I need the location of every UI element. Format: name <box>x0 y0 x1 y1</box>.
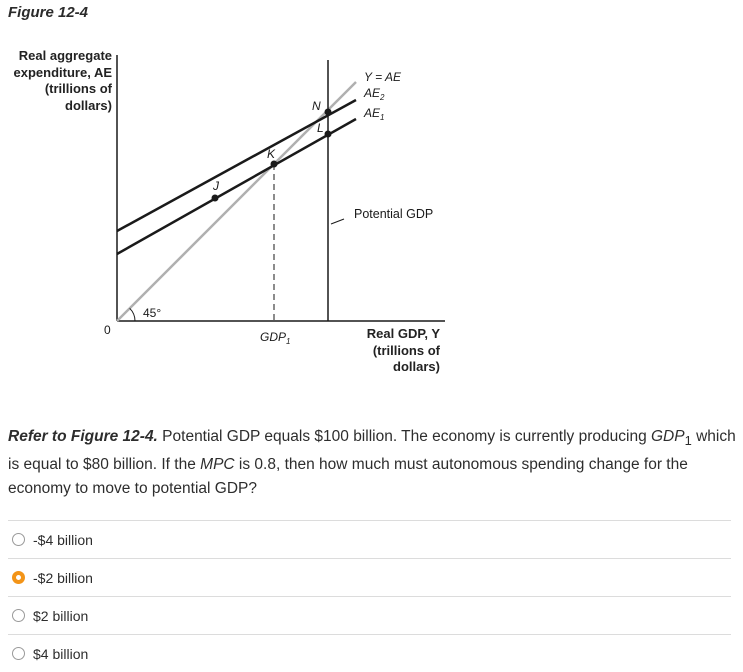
question-figure-ref: Refer to Figure 12-4. <box>8 428 158 445</box>
answer-option-2[interactable]: -$2 billion <box>8 558 731 596</box>
potential-gdp-leader <box>330 218 345 225</box>
question-gdp-symbol: GDP <box>651 428 685 445</box>
answer-option-1[interactable]: -$4 billion <box>8 520 731 558</box>
point-j <box>211 194 219 202</box>
line-45-degree <box>116 81 357 322</box>
point-n <box>324 108 332 116</box>
radio-button[interactable] <box>12 609 25 622</box>
x-axis-label-line-3: dollars) <box>393 359 440 374</box>
radio-button[interactable] <box>12 647 25 660</box>
x-axis-label: Real GDP, Y (trillions of dollars) <box>352 326 440 376</box>
y-axis-label: Real aggregate expenditure, AE (trillion… <box>2 48 112 114</box>
answer-option-3[interactable]: $2 billion <box>8 596 731 634</box>
y-axis-label-line-1: Real aggregate <box>18 48 112 63</box>
origin-label: 0 <box>104 323 111 337</box>
answer-option-label: -$4 billion <box>33 531 93 548</box>
question-part-3: is 0.8, then how much must autonomous sp… <box>8 456 688 498</box>
question-mpc: MPC <box>200 456 235 474</box>
question-part-1: Potential GDP equals $100 billion. The e… <box>157 428 651 445</box>
answer-option-4[interactable]: $4 billion <box>8 634 731 672</box>
gdp1-label: GDP1 <box>260 330 290 346</box>
x-axis-label-line-1: Real GDP, Y <box>366 326 440 341</box>
answer-option-label: -$2 billion <box>33 569 93 586</box>
answer-options: -$4 billion -$2 billion $2 billion $4 bi… <box>8 520 731 672</box>
point-l-label: L <box>317 121 324 135</box>
y-axis-label-line-4: dollars) <box>65 97 112 113</box>
potential-gdp-label: Potential GDP <box>354 207 433 221</box>
y-axis-label-line-2: expenditure, AE <box>13 64 112 80</box>
radio-button-selected[interactable] <box>12 571 25 584</box>
angle-label: 45° <box>143 306 161 320</box>
angle-arc <box>129 307 136 322</box>
ae2-line <box>116 98 357 233</box>
answer-option-label: $4 billion <box>33 645 89 662</box>
ae-diagram: J K L N Y = AE AE2 AE1 Potential GDP GDP… <box>104 55 445 346</box>
y-equals-ae-label: Y = AE <box>364 70 402 84</box>
point-n-label: N <box>312 99 321 113</box>
question-part-2: which is equal to $80 billion. If the <box>8 428 736 474</box>
point-j-label: J <box>212 179 220 193</box>
point-k <box>270 160 278 168</box>
question-gdp-sub: 1 <box>684 433 692 449</box>
ae2-label: AE2 <box>363 86 385 102</box>
point-k-label: K <box>267 147 276 161</box>
ae1-line <box>116 117 357 256</box>
point-l <box>324 130 332 138</box>
radio-button[interactable] <box>12 533 25 546</box>
x-axis-label-line-2: (trillions of <box>372 342 440 358</box>
figure-title: Figure 12-4 <box>8 4 89 21</box>
ae1-label: AE1 <box>363 106 384 122</box>
question-text: Refer to Figure 12-4. Potential GDP equa… <box>8 425 736 501</box>
answer-option-label: $2 billion <box>33 607 89 624</box>
y-axis-label-line-3: (trillions of <box>44 81 112 96</box>
